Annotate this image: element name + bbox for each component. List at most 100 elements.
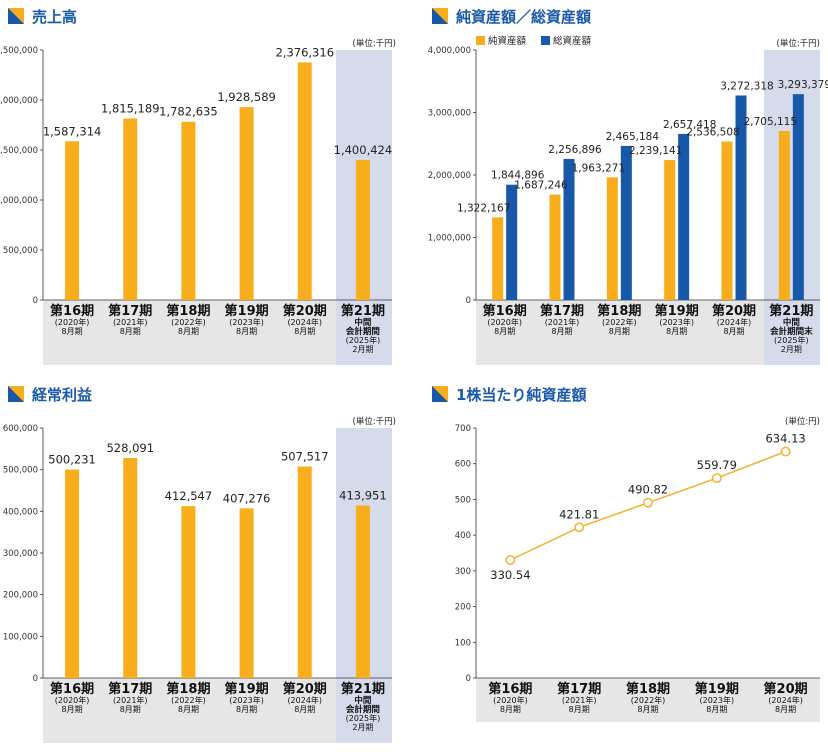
data-label: 1,844,896 [491,170,545,182]
data-label: 1,587,314 [43,124,102,138]
category-subline: (2022年) [171,317,206,327]
category-subline: (2025年) [774,335,809,345]
y-tick-label: 300,000 [3,549,38,559]
category-subline: 8月期 [775,705,796,714]
chart-title-icon [432,386,448,402]
category-label: 第19期(2023年)8月期 [695,681,739,714]
legend-swatch [541,36,550,45]
y-tick-label: 100,000 [3,632,38,642]
bar [297,62,312,300]
y-tick-label: 200 [455,603,471,613]
category-period: 第20期 [712,303,756,319]
y-tick-label: 0 [466,674,471,684]
data-label: 2,376,316 [275,45,334,59]
bar [123,118,138,300]
category-subline: 2月期 [352,723,373,732]
category-subline: 2月期 [781,345,802,354]
bar [506,184,518,300]
bar [721,141,733,300]
y-tick-label: 300 [455,567,471,577]
chart-panel-4: 1株当たり純資産額 (単位:円) 0 100 200 300 400 500 600 700 第16… [432,386,820,722]
line-point [574,522,585,533]
category-subline: 8月期 [494,327,515,336]
bar [65,141,80,300]
category-subline: 8月期 [569,705,590,714]
category-label: 第16期(2020年)8月期 [50,303,94,336]
legend-label: 純資産額 [488,35,527,47]
category-subline: 8月期 [236,705,257,714]
category-subline: 8月期 [706,705,727,714]
category-subline: 8月期 [294,705,315,714]
bar [563,158,575,300]
title-icon-light [432,386,448,402]
chart-title: 経常利益 [32,386,92,404]
y-tick-label: 1,000,000 [0,196,38,206]
category-subline: (2023年) [229,317,264,327]
category-period: 第18期 [166,681,210,697]
category-period: 第17期 [557,681,601,697]
y-tick-label: 0 [33,296,38,306]
y-tick-label: 100 [455,638,471,648]
category-period: 第17期 [540,303,584,319]
category-subline: 会計期間 [345,326,380,337]
category-subline: (2021年) [113,317,148,327]
category-subline: 中間 [354,695,371,706]
category-subline: 8月期 [294,327,315,336]
category-label: 第18期(2022年)8月期 [166,303,210,336]
category-period: 第16期 [488,681,532,697]
category-subline: (2022年) [631,695,666,705]
category-period: 第20期 [283,681,327,697]
category-label: 第19期(2023年)8月期 [225,681,269,714]
category-period: 第16期 [483,303,527,319]
category-label: 第16期(2020年)8月期 [488,681,532,714]
chart-title: 純資産額／総資産額 [456,8,591,26]
chart-panel-2: 純資産額／総資産額 (単位:千円) 0 1,000,000 2,000,000 3,000… [428,8,828,365]
category-label: 第19期(2023年)8月期 [225,303,269,336]
category-subline: 8月期 [120,705,141,714]
category-subline: 8月期 [178,327,199,336]
category-label: 第16期(2020年)8月期 [483,303,527,336]
category-label: 第20期(2024年)8月期 [764,681,808,714]
category-label: 第17期(2021年)8月期 [540,303,584,336]
chart-title: 1株当たり純資産額 [456,386,586,404]
category-period: 第17期 [108,681,152,697]
bar [620,145,632,300]
data-label: 490.82 [628,483,668,497]
chart-panel-1: 売上高 (単位:千円) 0 500,000 1,000,000 1,500,000 2,00… [0,8,396,365]
bar [792,94,804,300]
legend-label: 総資産額 [553,35,592,47]
bar [181,121,196,300]
bar [297,466,312,678]
y-tick-label: 500,000 [3,466,38,476]
category-label: 第17期(2021年)8月期 [108,681,152,714]
line-point [505,554,516,565]
data-label: 2,657,418 [663,119,716,131]
category-subline: 8月期 [551,327,572,336]
category-period: 第19期 [695,681,739,697]
data-label: 1,687,246 [514,180,568,192]
y-tick-label: 3,000,000 [428,109,471,119]
category-band [43,300,392,365]
category-label: 第20期(2024年)8月期 [283,303,327,336]
unit-label: (単位:千円) [353,416,397,427]
category-subline: 会計期間 [345,704,380,715]
data-label: 500,231 [48,453,96,467]
y-tick-label: 2,500,000 [0,46,38,56]
category-label: 第16期(2020年)8月期 [50,681,94,714]
category-subline: (2024年) [717,317,752,327]
category-period: 第18期 [166,303,210,319]
line-point [780,446,791,457]
data-label: 2,536,508 [686,126,739,138]
legend-swatch [476,36,485,45]
data-label: 507,517 [281,450,329,464]
bar [65,469,80,678]
category-period: 第18期 [597,303,641,319]
category-label: 第20期(2024年)8月期 [283,681,327,714]
data-label: 1,400,424 [334,143,393,157]
bar [664,160,676,300]
data-label: 1,928,589 [217,90,276,104]
y-tick-label: 0 [466,296,471,306]
bar [239,107,254,300]
category-label: 第17期(2021年)8月期 [557,681,601,714]
